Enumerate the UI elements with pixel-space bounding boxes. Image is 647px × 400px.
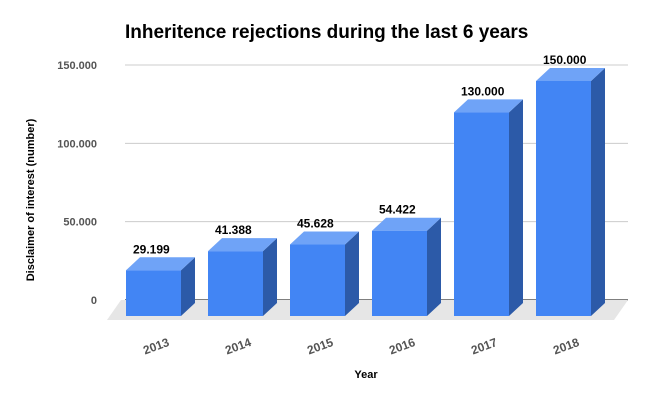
- bar-front: [454, 112, 509, 316]
- y-tick-label: 50.000: [63, 217, 97, 229]
- bar-side: [181, 257, 195, 316]
- bar-side: [509, 99, 523, 316]
- x-tick-label: 2018: [551, 335, 581, 357]
- x-tick-label: 2013: [141, 335, 171, 357]
- y-axis-ticks: 0 50.000 100.000 150.000: [57, 60, 97, 307]
- bar-2017: [454, 99, 523, 316]
- data-label: 130.000: [461, 84, 505, 98]
- x-tick-label: 2016: [387, 335, 417, 357]
- bar-front: [126, 270, 181, 316]
- bar-side: [345, 231, 359, 316]
- x-axis-ticks: 2013 2014 2015 2016 2017 2018: [141, 335, 581, 357]
- bar-2015: [290, 231, 359, 316]
- bar-front: [372, 230, 427, 316]
- bar-2018: [536, 68, 605, 316]
- data-label: 41.388: [215, 223, 252, 237]
- x-tick-label: 2017: [469, 335, 499, 357]
- x-tick-label: 2014: [223, 335, 253, 357]
- bar-top: [126, 257, 195, 271]
- data-label: 54.422: [379, 203, 416, 217]
- bar-2013: [126, 257, 195, 316]
- y-tick-label: 150.000: [57, 60, 97, 72]
- bar-2016: [372, 217, 441, 316]
- bar-front: [536, 81, 591, 316]
- data-label: 150.000: [543, 53, 587, 67]
- bar-top: [372, 217, 441, 231]
- bar-side: [263, 238, 277, 316]
- bar-side: [427, 217, 441, 316]
- bar-front: [290, 244, 345, 316]
- bars: 29.199 41.388 45.628 54.422 130.000 150.000: [126, 53, 605, 316]
- bar-top: [290, 231, 359, 245]
- x-tick-label: 2015: [305, 335, 335, 357]
- y-tick-label: 0: [91, 295, 97, 307]
- bar-front: [208, 251, 263, 316]
- y-tick-label: 100.000: [57, 138, 97, 150]
- y-axis-label: Disclaimer of interest (number): [25, 118, 37, 281]
- bar-side: [591, 68, 605, 316]
- bar-2014: [208, 238, 277, 316]
- chart-title: Inheritence rejections during the last 6…: [125, 22, 528, 43]
- x-axis-label: Year: [354, 369, 378, 381]
- bar-top: [454, 99, 523, 113]
- bar-top: [208, 238, 277, 252]
- data-label: 45.628: [297, 217, 334, 231]
- bar-top: [536, 68, 605, 81]
- data-label: 29.199: [133, 242, 170, 256]
